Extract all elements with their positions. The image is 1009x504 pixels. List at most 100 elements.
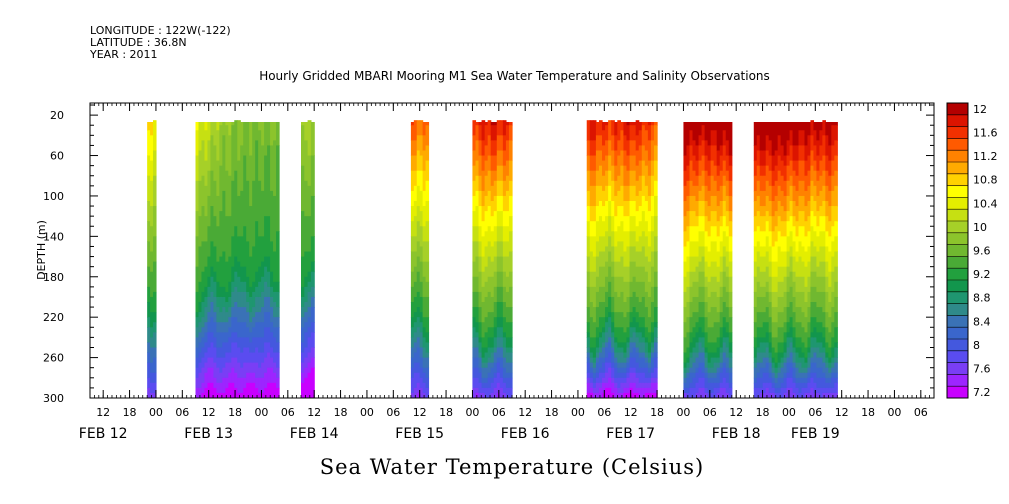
- temperature-cell: [592, 392, 597, 399]
- temperature-cell: [834, 170, 838, 187]
- temperature-cell: [828, 302, 832, 318]
- temperature-cell: [654, 251, 658, 273]
- temperature-cell: [419, 322, 424, 333]
- temperature-cell: [611, 150, 615, 167]
- colorbar-swatch: [947, 150, 968, 163]
- temperature-cell: [692, 170, 697, 187]
- temperature-cell: [777, 352, 782, 364]
- temperature-cell: [789, 271, 794, 288]
- temperature-cell: [505, 372, 510, 379]
- temperature-cell: [416, 337, 421, 348]
- x-tick-label: 00: [571, 406, 585, 419]
- temperature-cell: [771, 155, 776, 172]
- temperature-cell: [768, 362, 773, 374]
- temperature-cell: [719, 312, 724, 328]
- temperature-cell: [617, 352, 621, 364]
- temperature-cell: [147, 155, 151, 177]
- temperature-cell: [716, 367, 721, 374]
- temperature-cell: [150, 347, 154, 364]
- temperature-cell: [222, 367, 226, 379]
- temperature-cell: [484, 387, 489, 399]
- temperature-cell: [481, 357, 486, 364]
- temperature-cell: [650, 372, 655, 379]
- temperature-cell: [222, 307, 226, 323]
- temperature-cell: [825, 392, 829, 399]
- temperature-cell: [617, 276, 621, 298]
- temperature-cell: [617, 140, 621, 157]
- temperature-cell: [602, 357, 606, 364]
- temperature-cell: [768, 382, 773, 394]
- temperature-cell: [728, 357, 733, 369]
- colorbar-label: 7.6: [973, 363, 991, 376]
- temperature-cell: [592, 382, 597, 389]
- temperature-cell: [478, 307, 483, 323]
- temperature-cell: [780, 266, 785, 283]
- temperature-cell: [822, 337, 826, 348]
- temperature-cell: [598, 317, 603, 333]
- temperature-cell: [589, 140, 594, 157]
- temperature-cell: [410, 236, 415, 253]
- x-tick-label: 00: [149, 406, 163, 419]
- temperature-cell: [267, 122, 271, 146]
- temperature-cell: [768, 122, 773, 141]
- temperature-cell: [704, 170, 709, 187]
- temperature-cell: [240, 190, 244, 237]
- temperature-cell: [780, 382, 785, 389]
- temperature-cell: [683, 392, 688, 399]
- temperature-cell: [710, 342, 715, 354]
- temperature-cell: [692, 352, 697, 364]
- temperature-cell: [801, 211, 806, 227]
- temperature-cell: [413, 185, 418, 202]
- temperature-cell: [819, 276, 823, 293]
- temperature-cell: [641, 281, 646, 298]
- temperature-cell: [710, 377, 715, 384]
- date-label: FEB 13: [184, 426, 233, 442]
- temperature-cell: [422, 122, 427, 136]
- temperature-cell: [231, 382, 235, 399]
- temperature-cell: [789, 130, 794, 146]
- temperature-cell: [589, 377, 594, 384]
- temperature-cell: [683, 377, 688, 384]
- temperature-cell: [780, 367, 785, 379]
- temperature-cell: [834, 185, 838, 207]
- temperature-cell: [240, 266, 244, 283]
- temperature-cell: [804, 266, 809, 288]
- temperature-cell: [719, 155, 724, 172]
- temperature-cell: [475, 347, 480, 359]
- temperature-cell: [592, 367, 597, 374]
- temperature-cell: [825, 276, 829, 293]
- temperature-cell: [816, 332, 820, 343]
- temperature-cell: [595, 256, 600, 278]
- temperature-cell: [707, 382, 712, 394]
- temperature-cell: [620, 206, 625, 222]
- temperature-cell: [502, 337, 507, 348]
- temperature-cell: [654, 377, 658, 384]
- x-tick-label: 18: [545, 406, 559, 419]
- temperature-cell: [267, 296, 271, 313]
- temperature-cell: [207, 296, 212, 313]
- temperature-cell: [831, 377, 835, 389]
- temperature-cell: [419, 312, 424, 323]
- temperature-cell: [472, 307, 477, 318]
- temperature-cell: [810, 302, 815, 318]
- temperature-cell: [792, 271, 797, 283]
- temperature-cell: [632, 125, 637, 141]
- temperature-cell: [598, 332, 603, 338]
- temperature-cell: [484, 281, 489, 298]
- temperature-cell: [301, 342, 305, 354]
- temperature-cell: [689, 317, 694, 333]
- temperature-cell: [301, 362, 305, 374]
- temperature-cell: [228, 175, 232, 217]
- temperature-cell: [213, 145, 217, 182]
- temperature-cell: [822, 372, 826, 379]
- temperature-cell: [807, 276, 812, 293]
- temperature-cell: [756, 266, 761, 283]
- temperature-cell: [795, 122, 800, 146]
- temperature-cell: [792, 367, 797, 379]
- temperature-cell: [786, 211, 791, 222]
- temperature-cell: [201, 392, 206, 399]
- temperature-cell: [801, 160, 806, 182]
- colorbar-label: 11.6: [973, 127, 998, 140]
- temperature-cell: [502, 165, 507, 182]
- temperature-cell: [759, 367, 764, 379]
